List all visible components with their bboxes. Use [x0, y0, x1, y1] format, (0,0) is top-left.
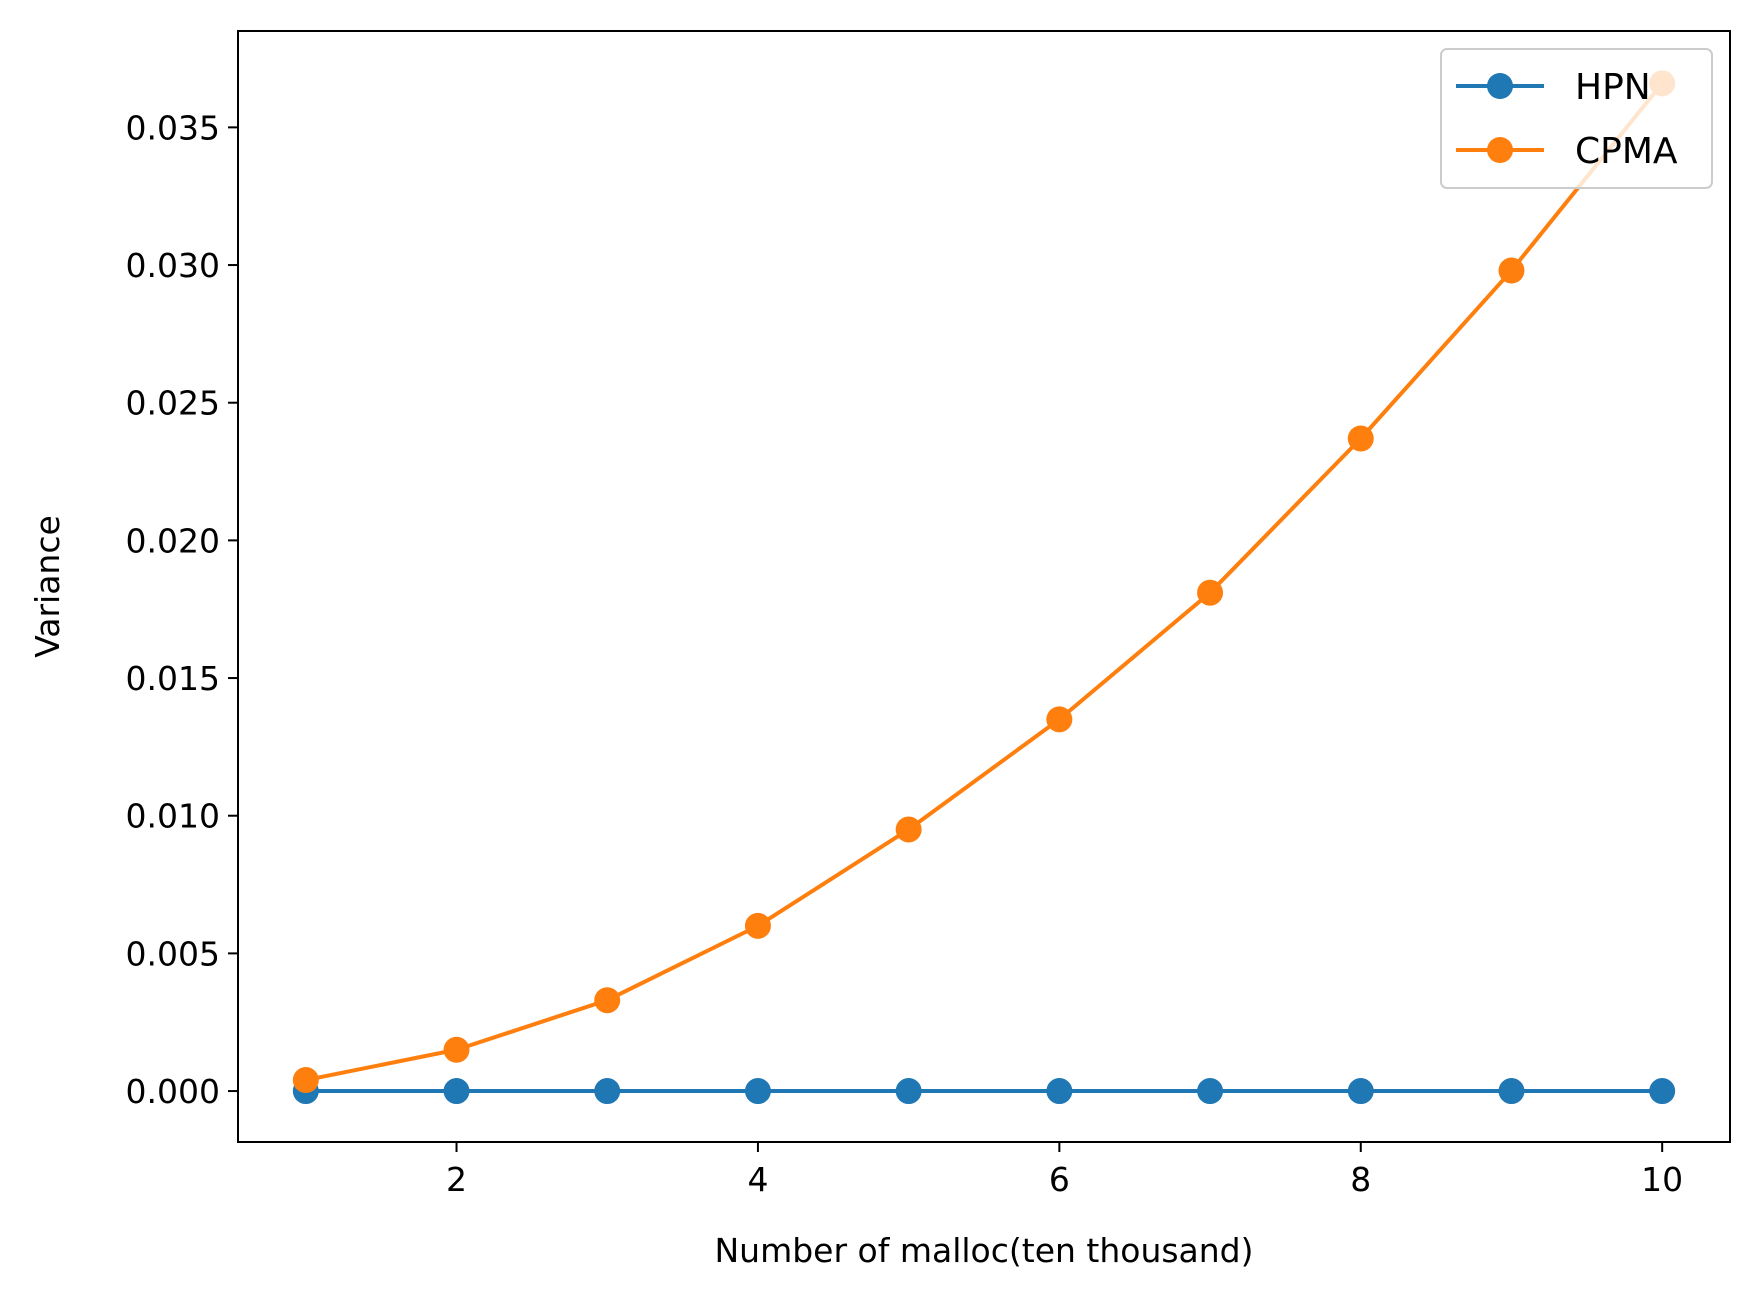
data-point-hpn	[895, 1078, 922, 1105]
y-tick-label: 0.035	[126, 108, 220, 147]
data-point-cpma	[895, 816, 922, 843]
data-point-hpn	[1347, 1078, 1374, 1105]
data-point-hpn	[744, 1078, 771, 1105]
plot-area	[292, 70, 1676, 1105]
data-point-cpma	[594, 987, 621, 1014]
data-point-cpma	[744, 912, 771, 939]
y-tick-label: 0.015	[126, 659, 220, 698]
legend-label-hpn: HPN	[1575, 67, 1651, 108]
y-tick-label: 0.005	[126, 934, 220, 973]
data-point-hpn	[1046, 1078, 1073, 1105]
x-tick-label: 2	[446, 1160, 467, 1199]
series-line-cpma	[305, 82, 1664, 1083]
y-tick-label: 0.010	[126, 797, 220, 836]
data-point-hpn	[1197, 1078, 1224, 1105]
data-point-cpma	[1046, 706, 1073, 733]
x-tick-label: 10	[1641, 1160, 1683, 1199]
data-point-hpn	[443, 1078, 470, 1105]
y-axis-label: Variance	[28, 515, 67, 658]
data-point-hpn	[1498, 1078, 1525, 1105]
y-tick-label: 0.000	[126, 1072, 220, 1111]
x-tick-label: 6	[1049, 1160, 1070, 1199]
data-point-cpma	[443, 1036, 470, 1063]
x-tick-label: 8	[1350, 1160, 1371, 1199]
data-point-hpn	[594, 1078, 621, 1105]
data-point-cpma	[1498, 257, 1525, 284]
x-tick-label: 4	[747, 1160, 768, 1199]
legend: HPN CPMA	[1440, 48, 1713, 189]
axes: 2 4 6 8 10 0.000 0.005 0.010 0.015 0.020 0.025 0.03…	[28, 30, 1731, 1270]
x-axis-label: Number of malloc(ten thousand)	[714, 1231, 1253, 1270]
data-point-cpma	[1197, 579, 1224, 606]
data-point-cpma	[1347, 425, 1374, 452]
y-tick-label: 0.025	[126, 384, 220, 423]
plot-frame	[237, 30, 1731, 1143]
legend-marker-cpma	[1487, 137, 1513, 163]
data-point-cpma	[292, 1067, 319, 1094]
data-point-hpn	[1649, 1078, 1676, 1105]
y-tick-label: 0.030	[126, 246, 220, 285]
legend-marker-hpn	[1487, 73, 1513, 99]
y-tick-label: 0.020	[126, 521, 220, 560]
legend-label-cpma: CPMA	[1575, 131, 1678, 172]
